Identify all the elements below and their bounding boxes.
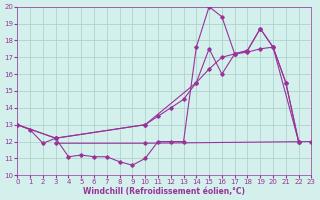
X-axis label: Windchill (Refroidissement éolien,°C): Windchill (Refroidissement éolien,°C) bbox=[84, 187, 245, 196]
